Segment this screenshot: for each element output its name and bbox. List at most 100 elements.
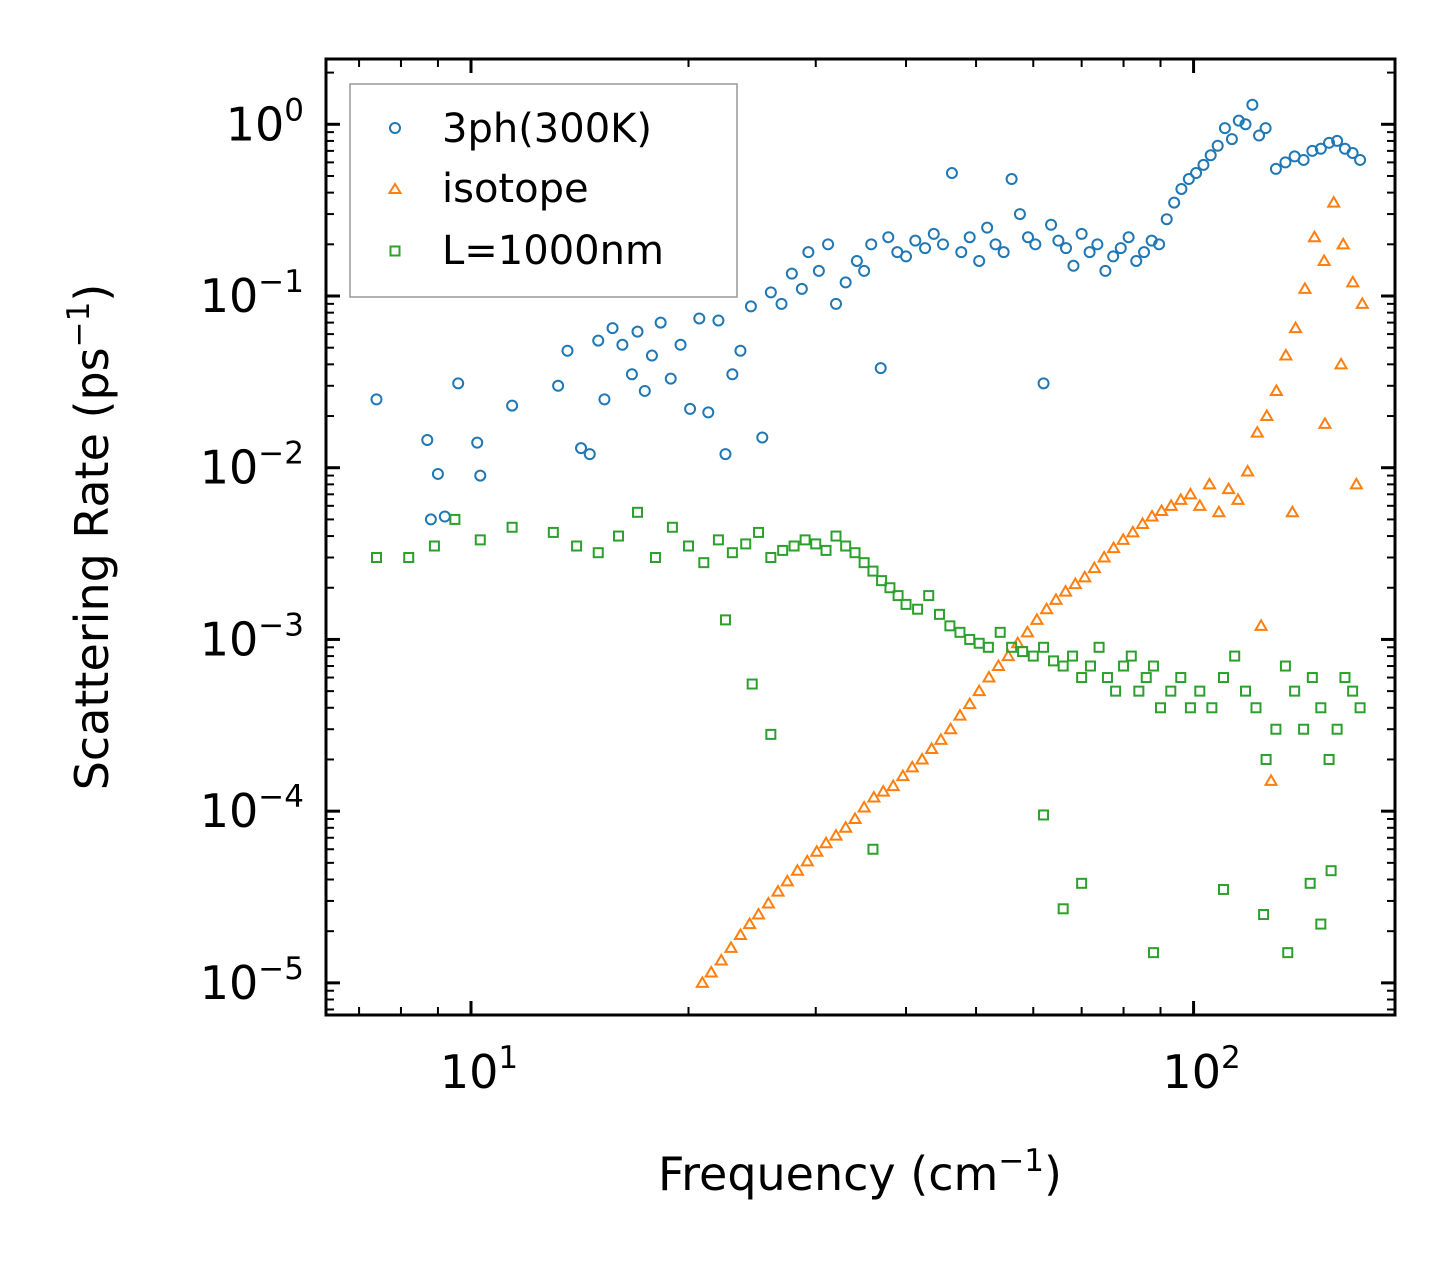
data-point-square <box>726 547 738 559</box>
data-point-square <box>799 534 811 546</box>
data-point-triangle <box>1202 476 1217 490</box>
data-point-circle <box>1013 208 1026 221</box>
data-point-triangle <box>818 835 834 849</box>
data-point-triangle <box>1253 618 1269 631</box>
data-point-square <box>1206 702 1218 714</box>
data-point-triangle <box>1316 253 1332 266</box>
data-point-square <box>1057 660 1069 672</box>
series-1-points <box>370 98 1367 526</box>
data-point-triangle <box>866 790 882 803</box>
data-point-triangle <box>770 884 786 897</box>
data-point-triangle <box>847 811 863 825</box>
data-point-circle <box>963 231 976 244</box>
data-point-square <box>428 540 440 552</box>
data-point-triangle <box>1240 464 1255 477</box>
data-point-triangle <box>1221 481 1236 495</box>
data-point-triangle <box>1029 612 1045 625</box>
data-point-square <box>858 557 870 569</box>
data-point-circle <box>592 334 605 347</box>
data-point-square <box>1125 650 1137 662</box>
data-point-circle <box>1246 98 1259 111</box>
data-point-circle <box>1354 153 1367 166</box>
data-point-square <box>1101 672 1113 684</box>
data-point-square <box>1067 650 1079 662</box>
data-point-square <box>1331 723 1343 735</box>
data-point-triangle <box>1087 560 1102 574</box>
data-point-circle <box>1211 139 1224 152</box>
data-point-circle <box>764 286 777 299</box>
data-point-triangle <box>1039 601 1054 615</box>
data-point-square <box>1282 947 1294 959</box>
data-point-circle <box>1021 231 1034 244</box>
data-point-triangle <box>1125 524 1141 538</box>
data-points <box>370 98 1370 988</box>
data-point-circle <box>858 264 871 277</box>
data-point-circle <box>936 238 949 251</box>
data-point-circle <box>830 297 843 310</box>
data-point-square <box>666 521 678 533</box>
data-point-triangle <box>991 658 1006 672</box>
series-3-points <box>371 506 1366 959</box>
data-point-triangle <box>1278 348 1294 361</box>
data-point-circle <box>726 368 739 381</box>
data-point-square <box>1304 877 1316 889</box>
data-point-triangle <box>1230 492 1246 505</box>
data-point-triangle <box>1192 498 1208 511</box>
data-point-triangle <box>1096 550 1112 563</box>
data-point-triangle <box>1317 416 1333 429</box>
data-point-circle <box>693 312 706 325</box>
data-point-square <box>1110 685 1122 697</box>
legend-marker-isotope <box>387 182 403 194</box>
data-point-square <box>571 540 583 552</box>
data-point-circle <box>1204 149 1217 162</box>
data-point-triangle <box>1269 383 1284 396</box>
y-axis-label: Scattering Rate (ps−1) <box>61 284 119 791</box>
data-point-square <box>612 530 624 542</box>
data-point-circle <box>1138 246 1151 259</box>
data-point-square <box>1217 672 1229 684</box>
data-point-circle <box>370 393 383 406</box>
data-point-square <box>1175 672 1187 684</box>
data-point-triangle <box>1259 408 1275 422</box>
data-point-square <box>892 590 904 602</box>
data-point-triangle <box>761 895 776 909</box>
data-point-circle <box>654 316 667 329</box>
data-point-circle <box>882 231 895 244</box>
data-point-triangle <box>751 907 766 920</box>
data-point-square <box>840 540 852 552</box>
data-point-square <box>1147 660 1159 672</box>
data-point-square <box>1006 641 1018 653</box>
data-point-circle <box>506 399 519 412</box>
data-point-triangle <box>1048 592 1064 605</box>
data-point-square <box>830 530 842 542</box>
data-point-triangle <box>790 863 805 876</box>
data-point-circle <box>744 300 757 313</box>
data-point-circle <box>1306 144 1319 157</box>
data-point-circle <box>1232 114 1245 127</box>
data-point-square <box>712 534 724 546</box>
data-point-triangle <box>1163 498 1179 511</box>
data-point-square <box>1315 918 1327 930</box>
data-point-square <box>506 521 518 533</box>
data-point-square <box>1229 650 1241 662</box>
data-point-square <box>1240 685 1252 697</box>
data-point-triangle <box>1058 584 1073 597</box>
data-point-triangle <box>1355 296 1370 309</box>
data-point-circle <box>839 276 852 289</box>
data-point-square <box>994 626 1006 638</box>
data-point-square <box>1315 702 1327 714</box>
data-point-square <box>820 544 832 556</box>
x-axis-label: Frequency (cm−1) <box>658 1143 1062 1201</box>
legend-marker-3ph <box>389 122 401 134</box>
data-point-circle <box>1269 162 1282 175</box>
data-point-square <box>788 540 800 552</box>
data-point-circle <box>1114 242 1127 255</box>
data-point-circle <box>583 448 596 461</box>
data-point-triangle <box>856 800 872 813</box>
data-point-square <box>632 506 644 518</box>
data-point-triangle <box>1335 236 1351 250</box>
data-point-triangle <box>971 683 987 697</box>
data-point-circle <box>1175 182 1188 195</box>
data-point-square <box>1298 723 1310 735</box>
data-point-circle <box>712 314 725 327</box>
